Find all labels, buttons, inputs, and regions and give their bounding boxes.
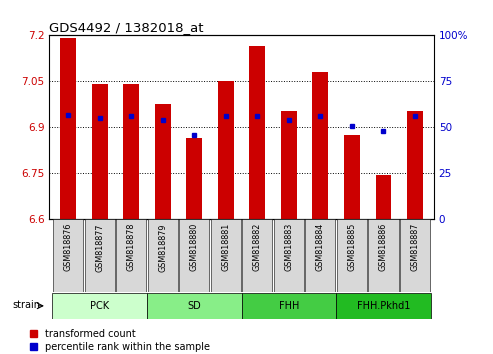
Bar [92, 85, 107, 219]
FancyBboxPatch shape [400, 219, 430, 292]
FancyBboxPatch shape [147, 293, 242, 319]
Text: GDS4492 / 1382018_at: GDS4492 / 1382018_at [49, 21, 204, 34]
Bar [249, 46, 265, 219]
Text: GSM818882: GSM818882 [253, 223, 262, 272]
Text: strain: strain [12, 300, 40, 310]
FancyBboxPatch shape [53, 219, 83, 292]
Bar [344, 135, 360, 219]
Text: GSM818879: GSM818879 [158, 223, 167, 272]
FancyBboxPatch shape [305, 219, 336, 292]
FancyBboxPatch shape [179, 219, 210, 292]
Bar [313, 72, 328, 219]
FancyBboxPatch shape [368, 219, 398, 292]
Text: GSM818885: GSM818885 [348, 223, 356, 272]
Text: GSM818878: GSM818878 [127, 223, 136, 272]
Text: FHH.Pkhd1: FHH.Pkhd1 [357, 301, 410, 311]
Text: GSM818886: GSM818886 [379, 223, 388, 272]
Bar [376, 175, 391, 219]
Text: GSM818884: GSM818884 [316, 223, 325, 272]
Text: GSM818887: GSM818887 [411, 223, 420, 272]
FancyBboxPatch shape [274, 219, 304, 292]
FancyBboxPatch shape [242, 219, 273, 292]
Text: GSM818881: GSM818881 [221, 223, 230, 272]
Text: GSM818876: GSM818876 [64, 223, 72, 272]
Bar [60, 39, 76, 219]
Text: GSM818883: GSM818883 [284, 223, 293, 272]
Bar [123, 85, 139, 219]
Text: GSM818877: GSM818877 [95, 223, 104, 272]
Bar [155, 104, 171, 219]
FancyBboxPatch shape [336, 293, 431, 319]
Bar [407, 110, 423, 219]
Bar [186, 138, 202, 219]
FancyBboxPatch shape [337, 219, 367, 292]
FancyBboxPatch shape [52, 293, 147, 319]
FancyBboxPatch shape [147, 219, 178, 292]
FancyBboxPatch shape [85, 219, 115, 292]
FancyBboxPatch shape [242, 293, 336, 319]
Legend: transformed count, percentile rank within the sample: transformed count, percentile rank withi… [30, 329, 210, 352]
Text: PCK: PCK [90, 301, 109, 311]
Bar [281, 110, 297, 219]
FancyBboxPatch shape [116, 219, 146, 292]
Bar [218, 81, 234, 219]
FancyBboxPatch shape [211, 219, 241, 292]
Text: SD: SD [187, 301, 201, 311]
Text: FHH: FHH [279, 301, 299, 311]
Text: GSM818880: GSM818880 [190, 223, 199, 272]
